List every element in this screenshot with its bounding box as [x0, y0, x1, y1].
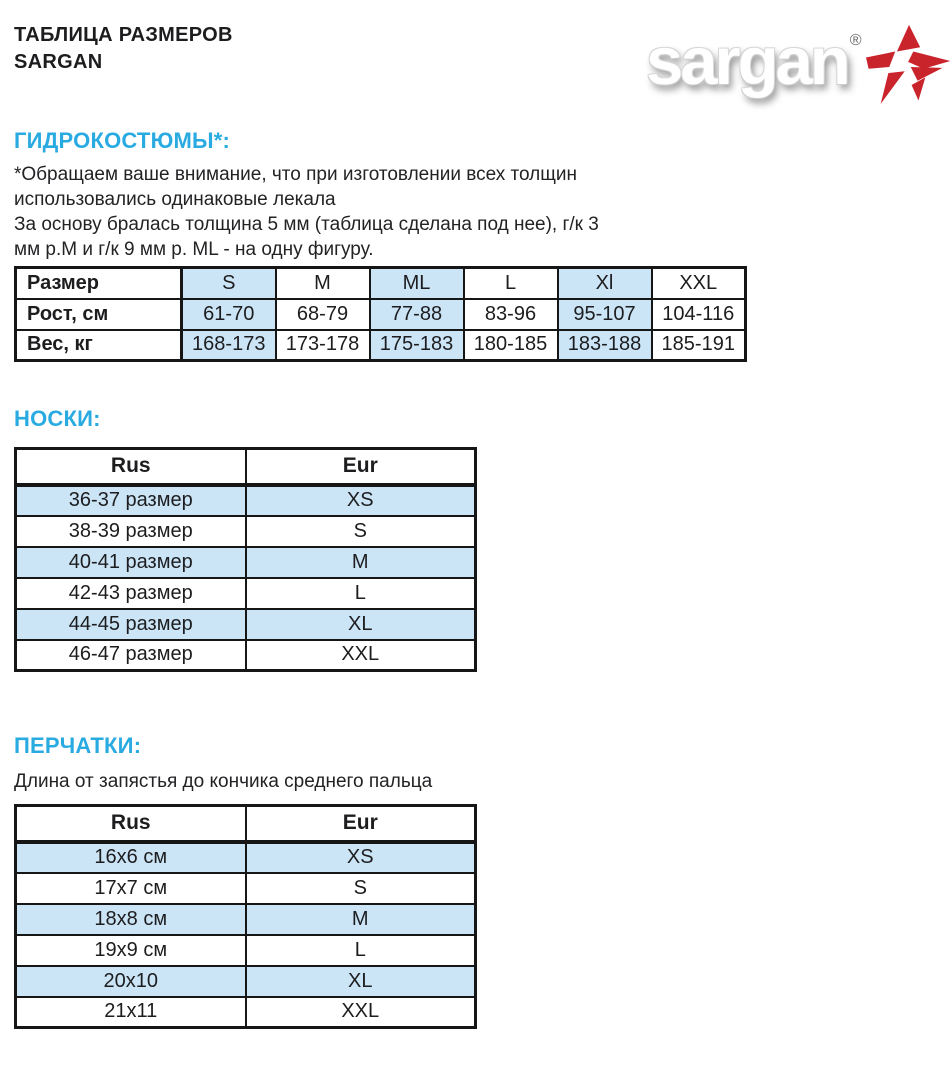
gloves-eur-cell: L: [244, 933, 477, 967]
page-title: ТАБЛИЦА РАЗМЕРОВ SARGAN: [14, 22, 233, 76]
gloves-rus-cell: 17х7 см: [14, 871, 247, 905]
gloves-column-header: Eur: [244, 804, 477, 844]
gloves-column-header: Rus: [14, 804, 247, 844]
wetsuit-value-cell: 175-183: [368, 328, 465, 362]
gloves-eur-cell: M: [244, 902, 477, 936]
wetsuits-note-line1: *Обращаем ваше внимание, что при изготов…: [14, 164, 577, 210]
gloves-row: 20х10 XL: [14, 964, 477, 998]
socks-column-header: Eur: [244, 447, 477, 487]
page-title-line1: ТАБЛИЦА РАЗМЕРОВ: [14, 24, 233, 46]
wetsuit-size-table: Размер S M ML L Xl XXL Рост, см 61-70 68-79 77-88 8…: [14, 266, 747, 362]
sargan-wordmark: sargan: [646, 24, 851, 99]
socks-rus-cell: 46-47 размер: [14, 638, 247, 672]
wetsuit-value-cell: 68-79: [274, 297, 371, 331]
page-title-line2: SARGAN: [14, 51, 103, 73]
socks-row: 42-43 размер L: [14, 576, 477, 610]
socks-rus-cell: 44-45 размер: [14, 607, 247, 641]
wetsuit-size-column-header: S: [180, 266, 277, 300]
wetsuit-value-cell: 185-191: [650, 328, 747, 362]
gloves-row: 16х6 см XS: [14, 840, 477, 874]
socks-rus-cell: 36-37 размер: [14, 483, 247, 517]
socks-eur-cell: XL: [244, 607, 477, 641]
socks-eur-cell: XXL: [244, 638, 477, 672]
gloves-row: 18х8 см M: [14, 902, 477, 936]
gloves-eur-cell: XXL: [244, 995, 477, 1029]
gloves-section-heading: ПЕРЧАТКИ:: [14, 733, 142, 758]
wetsuit-value-cell: 180-185: [462, 328, 559, 362]
sargan-star-icon: [865, 24, 950, 104]
wetsuits-note: *Обращаем ваше внимание, что при изготов…: [14, 162, 606, 262]
socks-row: 36-37 размер XS: [14, 483, 477, 517]
socks-size-table: Rus Eur 36-37 размер XS 38-39 размер S 40-41 р…: [14, 447, 477, 672]
socks-eur-cell: S: [244, 514, 477, 548]
wetsuit-value-cell: 77-88: [368, 297, 465, 331]
socks-rus-cell: 38-39 размер: [14, 514, 247, 548]
gloves-rus-cell: 16х6 см: [14, 840, 247, 874]
socks-section-heading: НОСКИ:: [14, 406, 101, 431]
wetsuit-value-cell: 61-70: [180, 297, 277, 331]
gloves-rus-cell: 19х9 см: [14, 933, 247, 967]
gloves-eur-cell: S: [244, 871, 477, 905]
registered-trademark-icon: ®: [849, 32, 862, 49]
wetsuit-value-cell: 83-96: [462, 297, 559, 331]
gloves-size-table: Rus Eur 16х6 см XS 17х7 см S 18х8 см M 19х9 см L 2…: [14, 804, 477, 1029]
wetsuits-section-heading: ГИДРОКОСТЮМЫ*:: [14, 128, 231, 153]
wetsuit-header-row: Размер S M ML L Xl XXL: [14, 266, 747, 300]
sargan-logo: sargan ®: [646, 16, 951, 110]
wetsuit-size-column-header: M: [274, 266, 371, 300]
wetsuit-value-cell: 183-188: [556, 328, 653, 362]
wetsuit-data-row: Вес, кг 168-173 173-178 175-183 180-185 183-1…: [14, 328, 747, 362]
wetsuit-value-cell: 104-116: [650, 297, 747, 331]
wetsuit-row-label: Рост, см: [14, 297, 183, 331]
gloves-row: 17х7 см S: [14, 871, 477, 905]
gloves-rus-cell: 21х11: [14, 995, 247, 1029]
wetsuit-row-label: Вес, кг: [14, 328, 183, 362]
socks-column-header: Rus: [14, 447, 247, 487]
socks-row: 44-45 размер XL: [14, 607, 477, 641]
wetsuit-value-cell: 168-173: [180, 328, 277, 362]
gloves-rus-cell: 18х8 см: [14, 902, 247, 936]
wetsuit-size-column-header: Xl: [556, 266, 653, 300]
wetsuit-size-column-header: L: [462, 266, 559, 300]
wetsuits-note-line2: За основу бралась толщина 5 мм (таблица …: [14, 214, 599, 260]
wetsuit-value-cell: 95-107: [556, 297, 653, 331]
wetsuit-size-column-header: XXL: [650, 266, 747, 300]
gloves-row: 21х11 XXL: [14, 995, 477, 1029]
socks-eur-cell: M: [244, 545, 477, 579]
socks-eur-cell: XS: [244, 483, 477, 517]
gloves-row: 19х9 см L: [14, 933, 477, 967]
socks-header-row: Rus Eur: [14, 447, 477, 487]
gloves-rus-cell: 20х10: [14, 964, 247, 998]
gloves-eur-cell: XL: [244, 964, 477, 998]
socks-row: 38-39 размер S: [14, 514, 477, 548]
wetsuit-size-column-header: ML: [368, 266, 465, 300]
gloves-eur-cell: XS: [244, 840, 477, 874]
socks-rus-cell: 40-41 размер: [14, 545, 247, 579]
wetsuit-value-cell: 173-178: [274, 328, 371, 362]
gloves-header-row: Rus Eur: [14, 804, 477, 844]
socks-row: 46-47 размер XXL: [14, 638, 477, 672]
wetsuit-size-label-header: Размер: [14, 266, 183, 300]
socks-eur-cell: L: [244, 576, 477, 610]
gloves-note: Длина от запястья до кончика среднего па…: [14, 771, 433, 792]
wetsuit-data-row: Рост, см 61-70 68-79 77-88 83-96 95-107 104-11…: [14, 297, 747, 331]
socks-rus-cell: 42-43 размер: [14, 576, 247, 610]
socks-row: 40-41 размер M: [14, 545, 477, 579]
